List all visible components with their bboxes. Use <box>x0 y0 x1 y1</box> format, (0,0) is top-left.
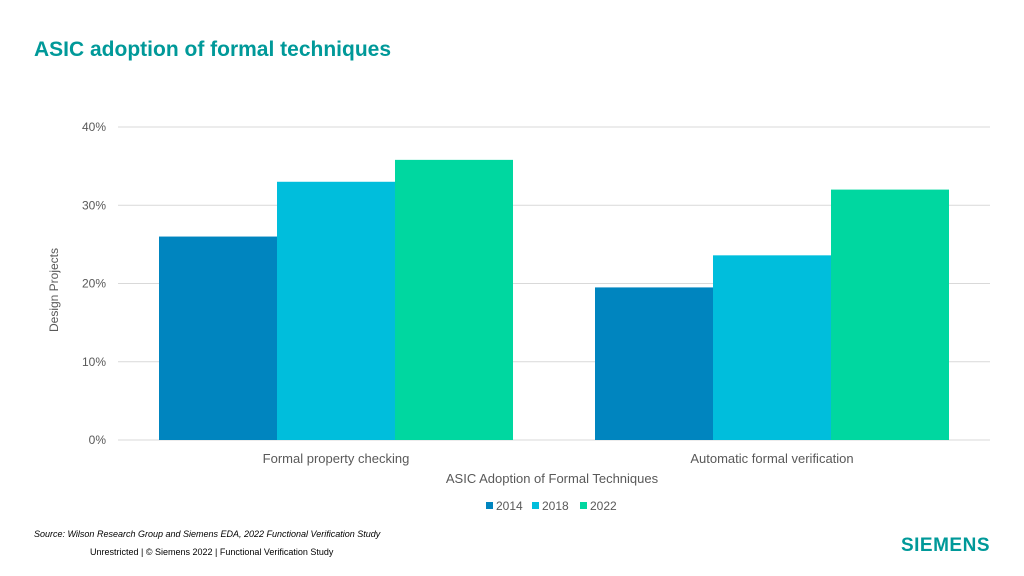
y-tick-label: 20% <box>82 277 106 291</box>
slide-title: ASIC adoption of formal techniques <box>34 38 392 61</box>
y-tick-label: 10% <box>82 355 106 369</box>
legend-label-2014: 2014 <box>496 499 523 513</box>
siemens-logo: SIEMENS <box>900 535 990 556</box>
bar-2014-1 <box>159 236 277 440</box>
footer-text: Unrestricted | © Siemens 2022 | Function… <box>90 547 334 557</box>
y-tick-label: 40% <box>82 120 106 134</box>
x-axis-ticks: Formal property checking Automatic formal… <box>263 451 854 466</box>
x-tick-label: Formal property checking <box>263 451 410 466</box>
x-tick-label: Automatic formal verification <box>690 451 853 466</box>
y-tick-label: 30% <box>82 198 106 212</box>
legend-swatch-2018 <box>532 502 539 509</box>
bar-2022-2 <box>831 189 949 440</box>
bar-2018-1 <box>277 181 395 440</box>
bar-2014-2 <box>595 287 713 440</box>
legend: 2014 2018 2022 <box>486 499 617 513</box>
bar-2022-1 <box>395 159 513 441</box>
x-axis-title: ASIC Adoption of Formal Techniques <box>446 471 659 486</box>
legend-swatch-2022 <box>580 502 587 509</box>
bar-2018-2 <box>713 255 831 440</box>
y-axis-title: Design Projects <box>47 248 61 332</box>
y-tick-label: 0% <box>89 433 107 447</box>
legend-label-2022: 2022 <box>590 499 617 513</box>
y-axis-ticks: 0% 10% 20% 30% 40% <box>82 120 106 447</box>
source-note: Source: Wilson Research Group and Siemen… <box>34 529 381 539</box>
legend-label-2018: 2018 <box>542 499 569 513</box>
legend-swatch-2014 <box>486 502 493 509</box>
bars <box>159 159 949 441</box>
